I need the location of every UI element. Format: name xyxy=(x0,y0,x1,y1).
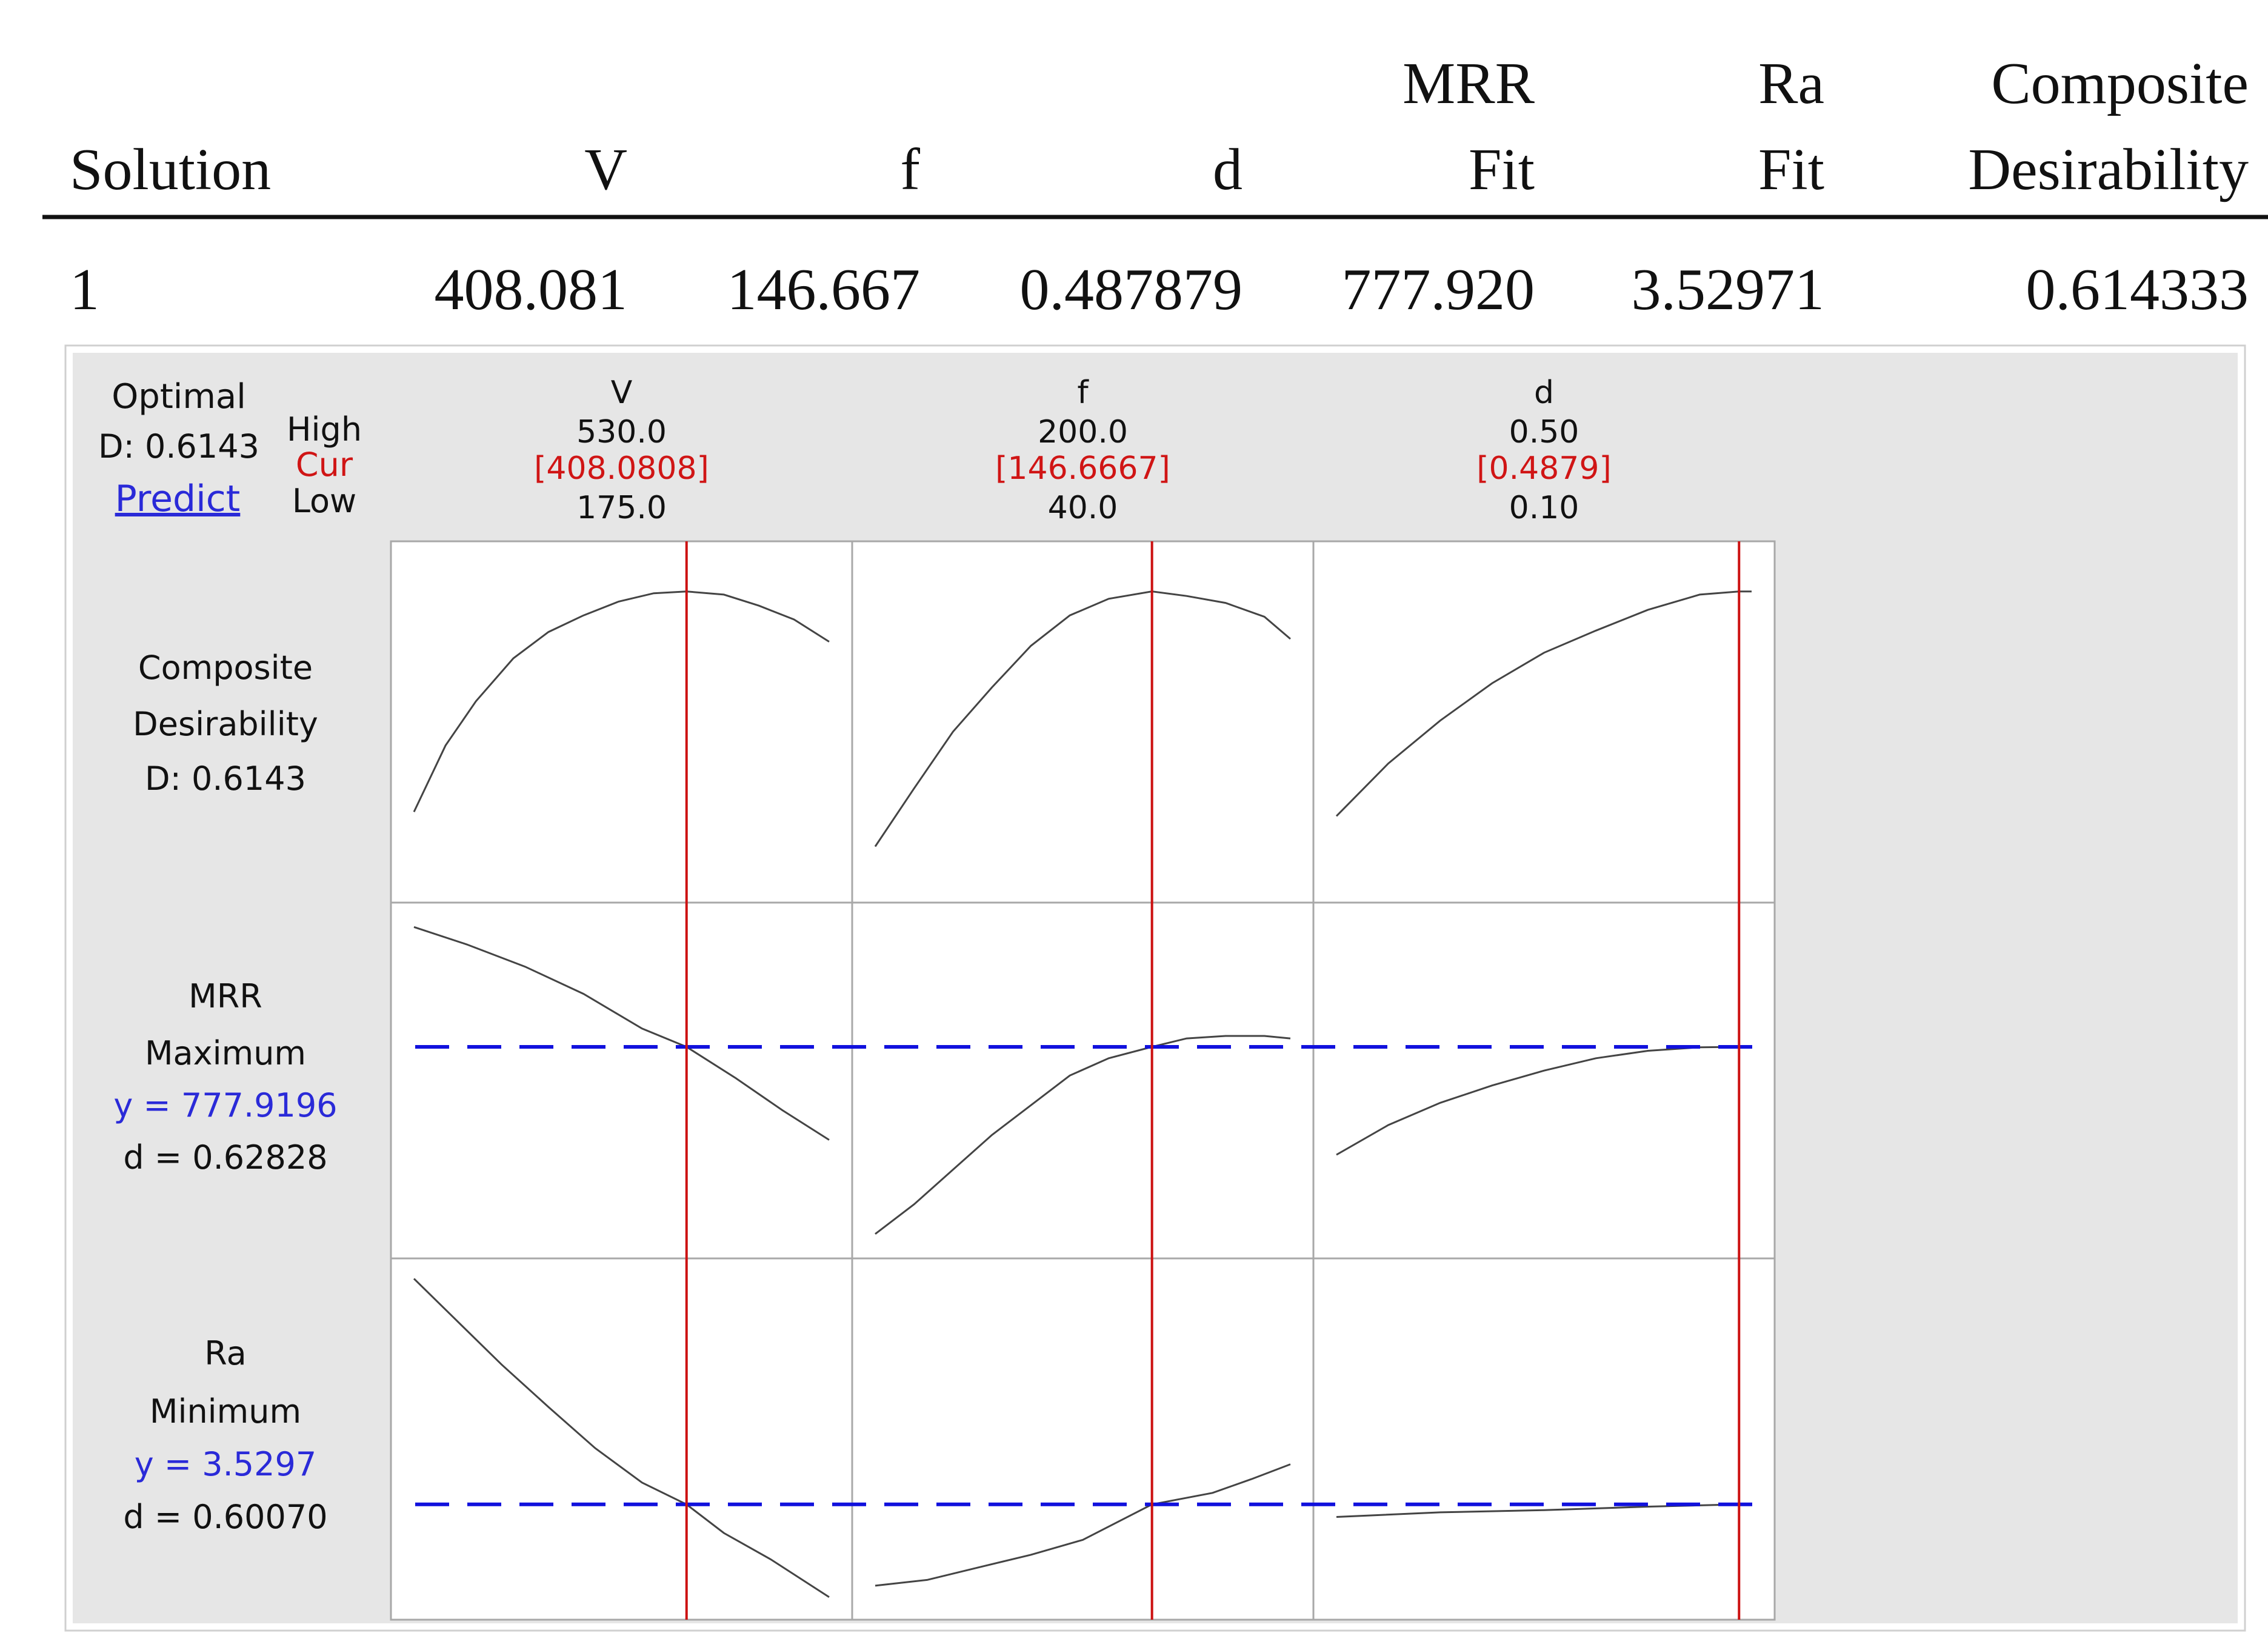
high-label: High xyxy=(287,410,362,449)
table-header-col-5: Fit xyxy=(1758,137,1824,202)
plot-cell-r1-c1 xyxy=(851,901,1315,1260)
factor-d-high: 0.50 xyxy=(1509,414,1579,450)
table-header-solution: Solution xyxy=(70,137,271,202)
curve-MRR-vs-f xyxy=(875,1035,1291,1235)
table-cell-0: 1 xyxy=(70,257,99,322)
predict-link[interactable]: Predict xyxy=(115,478,241,520)
curve-Ra-vs-f xyxy=(875,1463,1291,1587)
response-2-name: Ra xyxy=(204,1334,246,1372)
optimal-d-value: D: 0.6143 xyxy=(98,427,259,466)
table-cell-5: 3.52971 xyxy=(1632,257,1825,322)
table-header-col-3: d xyxy=(1213,137,1242,202)
factor-d-name: d xyxy=(1534,375,1554,411)
response-2-goal: Minimum xyxy=(150,1392,301,1431)
response-1-d-value: d = 0.62828 xyxy=(123,1138,327,1177)
factor-f-name: f xyxy=(1077,375,1089,411)
table-cell-1: 408.081 xyxy=(435,257,628,322)
response-2-d-value: d = 0.60070 xyxy=(123,1498,327,1536)
plot-cell-r2-c2 xyxy=(1312,1257,1776,1621)
response-0-name: Composite xyxy=(138,649,313,687)
table-header-col-2: f xyxy=(900,137,920,202)
curve-Composite-vs-f xyxy=(874,590,1291,847)
factor-V-low: 175.0 xyxy=(576,490,667,526)
low-label: Low xyxy=(292,482,356,520)
factor-V-name: V xyxy=(611,375,633,411)
table-header-col-1: V xyxy=(584,137,627,202)
factor-f-cur: [146.6667] xyxy=(995,450,1170,487)
response-1-goal: Maximum xyxy=(145,1034,306,1072)
table-cell-6: 0.614333 xyxy=(2026,257,2249,322)
response-0-goal: Desirability xyxy=(133,705,318,743)
table-header-col-4: Fit xyxy=(1469,137,1535,202)
response-1-y-value: y = 777.9196 xyxy=(113,1086,337,1124)
response-2-y-value: y = 3.5297 xyxy=(135,1445,316,1483)
plot-cell-r1-c2 xyxy=(1312,901,1776,1260)
factor-f-low: 40.0 xyxy=(1048,490,1118,526)
factor-d-low: 0.10 xyxy=(1509,490,1579,526)
table-cell-2: 146.667 xyxy=(727,257,921,322)
table-header-line1-5: Ra xyxy=(1758,51,1824,116)
curve-Ra-vs-V xyxy=(413,1278,830,1598)
curve-Composite-vs-V xyxy=(413,590,830,813)
table-cell-4: 777.920 xyxy=(1342,257,1535,322)
plot-cell-r2-c0 xyxy=(390,1257,853,1621)
factor-V-cur: [408.0808] xyxy=(534,450,709,487)
plot-cell-r1-c0 xyxy=(390,901,853,1260)
factor-V-high: 530.0 xyxy=(576,414,667,450)
response-1-name: MRR xyxy=(188,977,262,1015)
table-header-line1-6: Composite xyxy=(1991,51,2249,116)
table-header-col-6: Desirability xyxy=(1968,137,2249,202)
optimal-label: Optimal xyxy=(112,377,246,416)
curve-MRR-vs-V xyxy=(413,926,830,1141)
factor-f-high: 200.0 xyxy=(1038,414,1128,450)
table-cell-3: 0.487879 xyxy=(1020,257,1243,322)
plot-cell-r0-c1 xyxy=(851,540,1315,904)
plot-cell-r0-c0 xyxy=(390,540,853,904)
cur-label: Cur xyxy=(296,446,353,484)
plot-cell-r2-c1 xyxy=(851,1257,1315,1621)
curve-Composite-vs-d xyxy=(1335,590,1752,817)
response-0-d-value: D: 0.6143 xyxy=(145,760,306,798)
plot-cell-r0-c2 xyxy=(1312,540,1776,904)
factor-d-cur: [0.4879] xyxy=(1476,450,1612,487)
table-header-line1-4: MRR xyxy=(1402,51,1535,116)
